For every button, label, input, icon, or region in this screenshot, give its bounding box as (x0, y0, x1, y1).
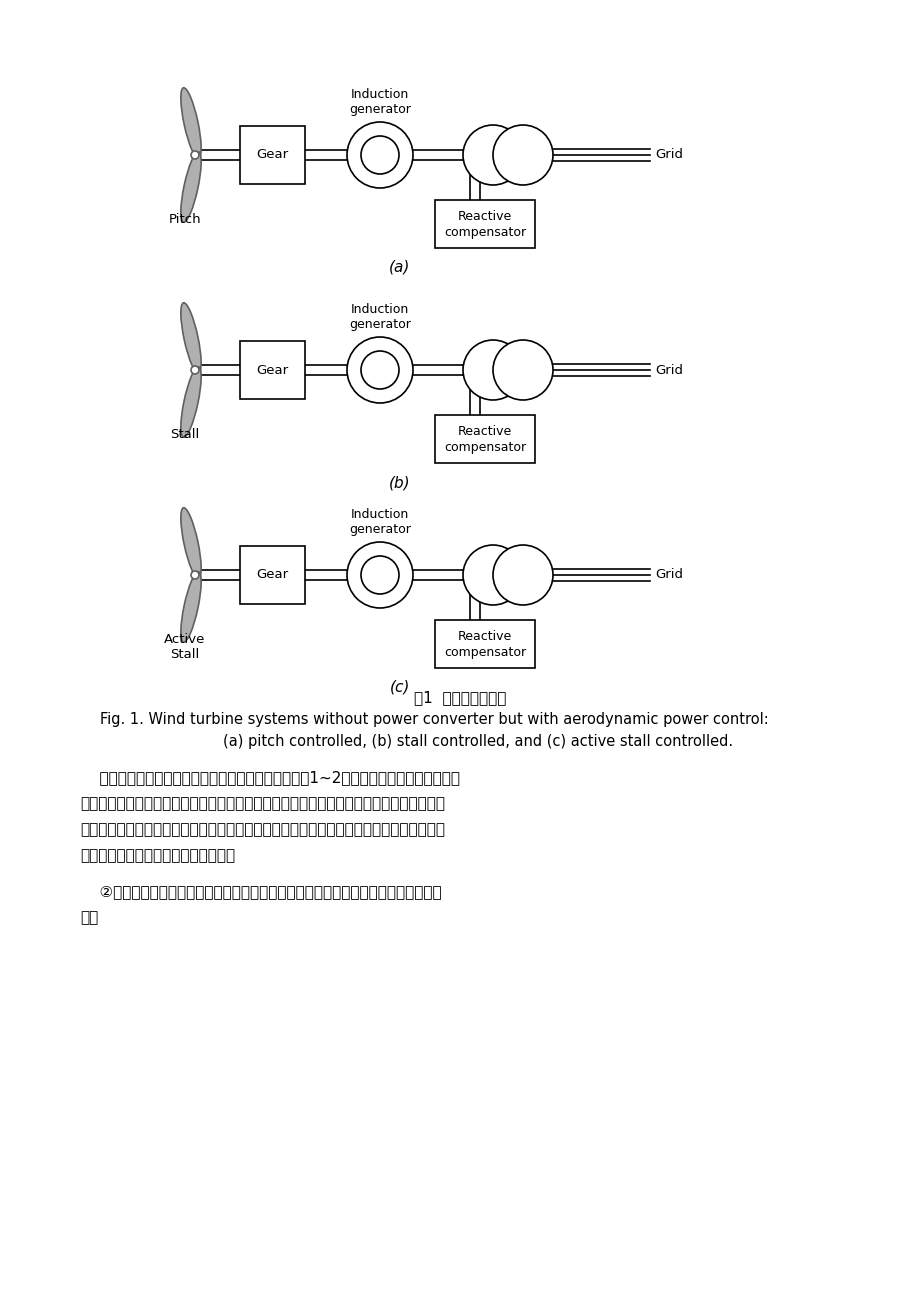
Text: compensator: compensator (444, 227, 526, 240)
Text: (a): (a) (389, 260, 410, 275)
Text: Induction
generator: Induction generator (348, 508, 411, 536)
Ellipse shape (181, 87, 201, 159)
Text: Induction
generator: Induction generator (348, 303, 411, 331)
Text: Active
Stall: Active Stall (165, 633, 206, 661)
Ellipse shape (181, 572, 201, 642)
FancyBboxPatch shape (435, 620, 535, 668)
Text: Grid: Grid (654, 148, 682, 161)
Circle shape (360, 352, 399, 389)
Circle shape (191, 572, 199, 579)
FancyBboxPatch shape (240, 341, 305, 398)
Text: Gear: Gear (256, 569, 289, 582)
Circle shape (346, 337, 413, 404)
Ellipse shape (181, 303, 201, 374)
Text: 配置: 配置 (80, 910, 98, 924)
Text: Gear: Gear (256, 363, 289, 376)
Text: 主动失速和叶片倾角控制限制的，通常使用一个软启动装置，为的消除启动时的启动电流。: 主动失速和叶片倾角控制限制的，通常使用一个软启动装置，为的消除启动时的启动电流。 (80, 796, 445, 811)
Circle shape (346, 122, 413, 187)
Circle shape (462, 340, 522, 400)
Text: Reactive: Reactive (458, 426, 512, 439)
Circle shape (493, 340, 552, 400)
Text: Fig. 1. Wind turbine systems without power converter but with aerodynamic power : Fig. 1. Wind turbine systems without pow… (100, 712, 768, 727)
FancyBboxPatch shape (435, 415, 535, 464)
Text: 这种情况下需要一个无功补偿器消除风力发电机所需的无功，通常由电容虚波实现。这种结: 这种情况下需要一个无功补偿器消除风力发电机所需的无功，通常由电容虚波实现。这种结 (80, 822, 445, 837)
Ellipse shape (181, 367, 201, 437)
Text: 图1  无功率变换装置: 图1 无功率变换装置 (414, 690, 505, 704)
Text: Induction
generator: Induction generator (348, 89, 411, 116)
Text: compensator: compensator (444, 646, 526, 659)
FancyBboxPatch shape (240, 126, 305, 184)
Circle shape (493, 125, 552, 185)
Ellipse shape (181, 508, 201, 578)
Text: Reactive: Reactive (458, 630, 512, 643)
Text: 感应电动机不随转矩而改变，几乎保持固定的速度在1~2的范围变化。功率是以失速，: 感应电动机不随转矩而改变，几乎保持固定的速度在1~2的范围变化。功率是以失速， (80, 769, 460, 785)
Circle shape (191, 151, 199, 159)
Text: (b): (b) (389, 475, 411, 490)
Text: Grid: Grid (654, 363, 682, 376)
Circle shape (462, 125, 522, 185)
Text: compensator: compensator (444, 441, 526, 454)
Circle shape (360, 135, 399, 174)
Circle shape (462, 546, 522, 605)
Text: Pitch: Pitch (168, 214, 201, 227)
Ellipse shape (181, 152, 201, 223)
FancyBboxPatch shape (240, 546, 305, 604)
FancyBboxPatch shape (435, 201, 535, 247)
Text: (c): (c) (390, 680, 410, 695)
Circle shape (493, 546, 552, 605)
Text: ②非全功率的电力电子风力发电系统，能得到比上面更高的性能，下图是这种结构的: ②非全功率的电力电子风力发电系统，能得到比上面更高的性能，下图是这种结构的 (80, 884, 441, 898)
Text: 构由于低成本和高可靠性很有吸引力。: 构由于低成本和高可靠性很有吸引力。 (80, 848, 235, 863)
Text: Reactive: Reactive (458, 211, 512, 224)
Text: (a) pitch controlled, (b) stall controlled, and (c) active stall controlled.: (a) pitch controlled, (b) stall controll… (187, 734, 732, 749)
Text: Stall: Stall (170, 428, 199, 441)
Circle shape (346, 542, 413, 608)
Circle shape (360, 556, 399, 594)
Text: Grid: Grid (654, 569, 682, 582)
Circle shape (191, 366, 199, 374)
Text: Gear: Gear (256, 148, 289, 161)
